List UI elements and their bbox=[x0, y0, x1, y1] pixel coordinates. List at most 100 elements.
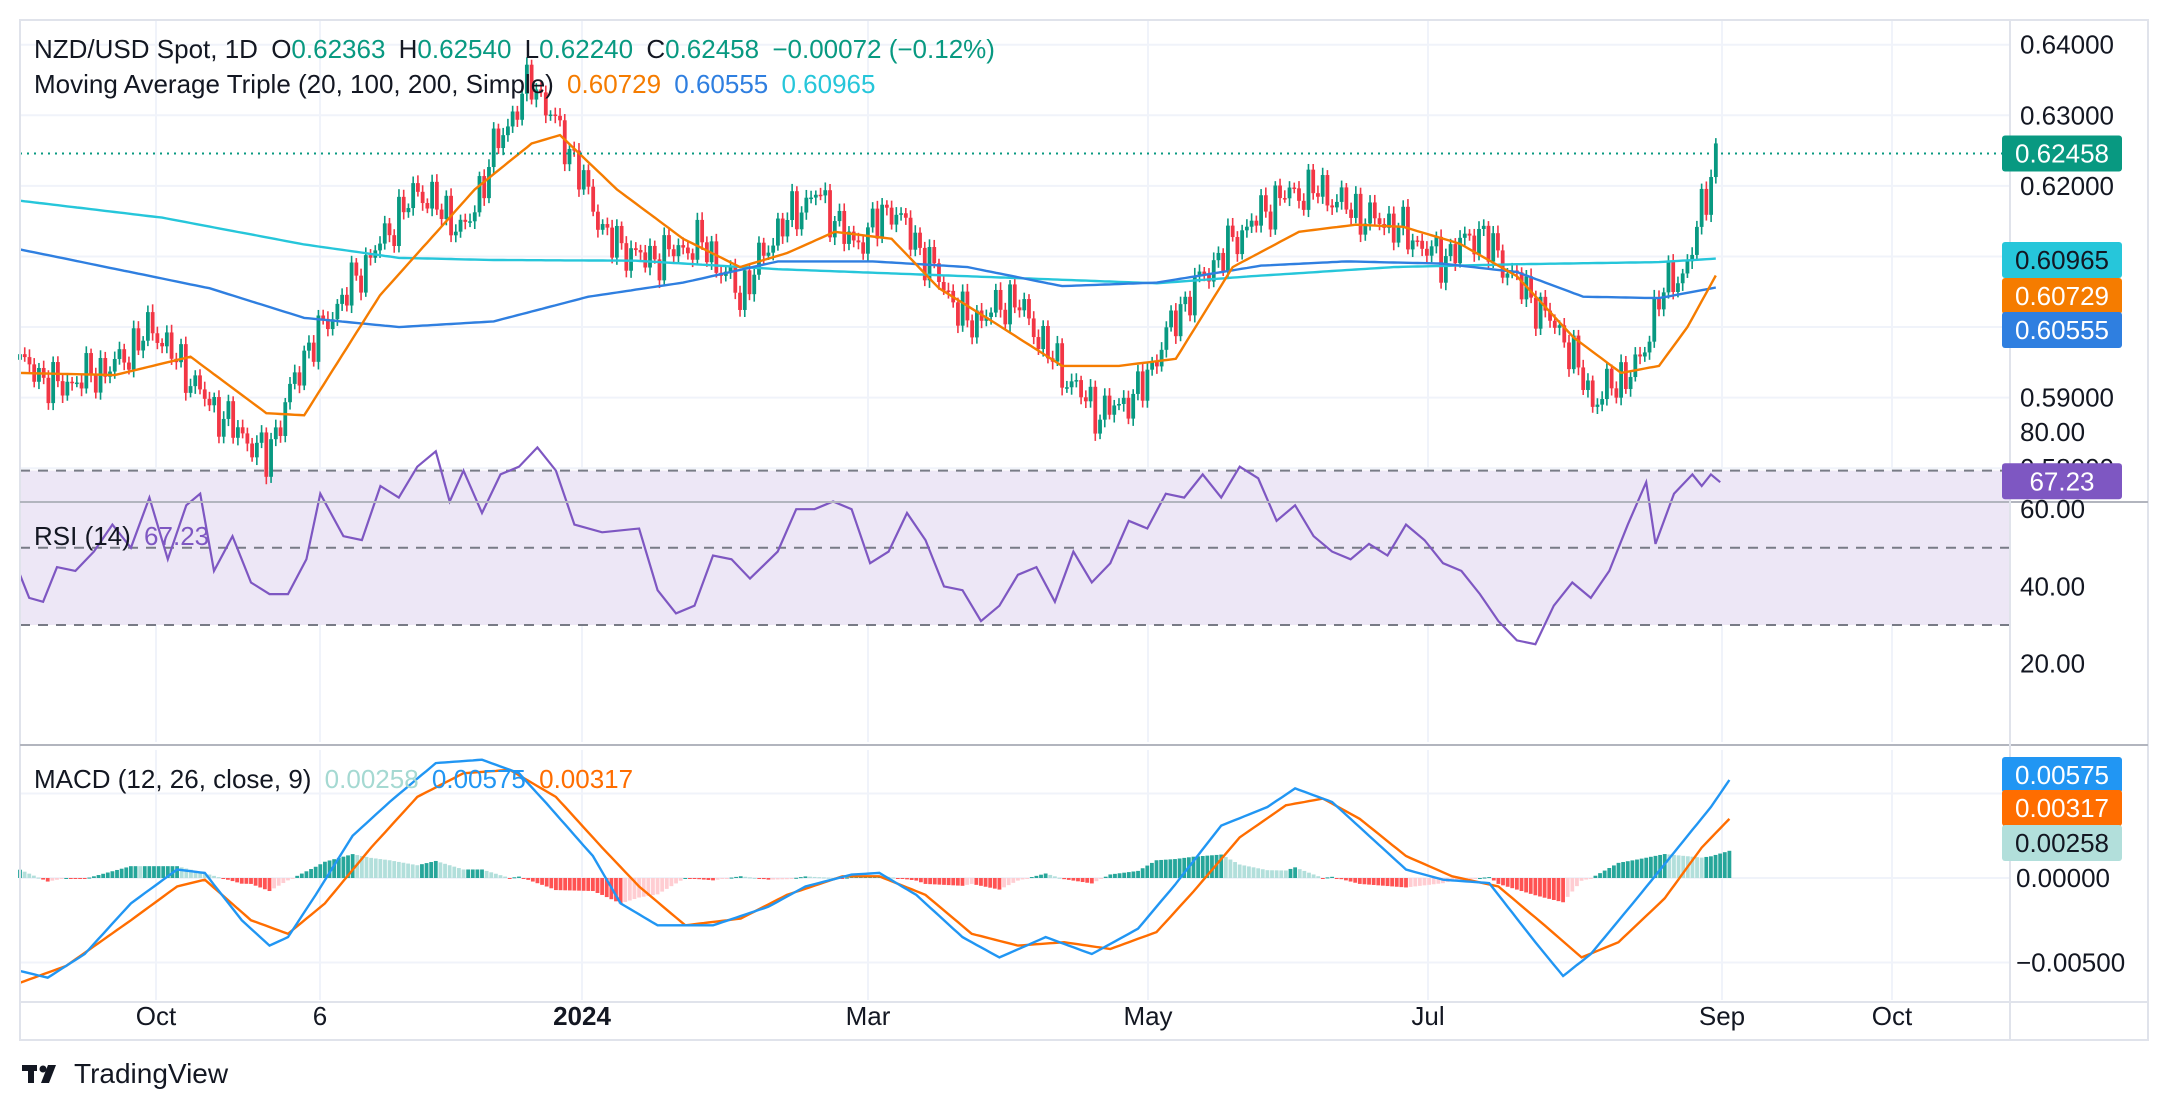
macd-hist-bar bbox=[775, 878, 780, 880]
macd-hist-bar bbox=[336, 857, 341, 878]
macd-hist-bar bbox=[1390, 878, 1395, 887]
macd-hist-bar bbox=[937, 878, 942, 885]
macd-hist-bar bbox=[262, 878, 267, 890]
macd-hist-bar bbox=[286, 878, 290, 881]
macd-hist-bar bbox=[928, 878, 933, 885]
candle-body-down bbox=[207, 398, 212, 406]
macd-hist-bar bbox=[1510, 878, 1515, 889]
macd-hist-bar bbox=[1136, 870, 1140, 878]
macd-legend-title[interactable]: MACD (12, 26, close, 9) bbox=[34, 764, 312, 794]
candle-body-up bbox=[179, 344, 183, 363]
candle-body-up bbox=[468, 221, 472, 223]
macd-hist-bar bbox=[526, 878, 531, 880]
macd-hist-bar bbox=[1404, 878, 1408, 888]
macd-hist-bar bbox=[729, 877, 734, 879]
macd-hist-bar bbox=[1616, 862, 1621, 878]
ma-legend-title[interactable]: Moving Average Triple (20, 100, 200, Sim… bbox=[34, 69, 554, 99]
macd-hist-bar bbox=[1639, 858, 1644, 878]
macd-hist-bar bbox=[651, 878, 655, 896]
macd-hist-bar bbox=[212, 875, 216, 878]
macd-hist-bar bbox=[350, 854, 355, 878]
candle-body-down bbox=[1325, 175, 1330, 206]
macd-hist-bar bbox=[1496, 878, 1501, 884]
macd-hist-bar bbox=[1029, 877, 1034, 879]
candle-body-down bbox=[1533, 297, 1538, 329]
macd-hist-bar bbox=[1524, 878, 1529, 893]
candle-body-down bbox=[1126, 397, 1131, 419]
candle-body-up bbox=[742, 270, 747, 310]
symbol-title[interactable]: NZD/USD Spot, 1D bbox=[34, 34, 258, 64]
macd-hist-bar bbox=[1177, 858, 1182, 878]
time-tick-label: Sep bbox=[1699, 1001, 1745, 1031]
price-tick-label: 0.59000 bbox=[2020, 383, 2114, 413]
candle-body-down bbox=[1358, 193, 1363, 235]
badge-hist-bg bbox=[2002, 825, 2122, 861]
candle-body-down bbox=[918, 232, 922, 248]
candle-body-down bbox=[245, 433, 250, 444]
candle-body-down bbox=[1439, 236, 1443, 283]
candle-body-down bbox=[401, 196, 406, 213]
macd-hist-bar bbox=[535, 878, 540, 884]
candle-body-down bbox=[1282, 198, 1287, 200]
candle-body-up bbox=[397, 196, 401, 247]
macd-hist-bar bbox=[189, 869, 193, 878]
macd-hist-bar bbox=[1011, 878, 1016, 883]
macd-hist-bar bbox=[983, 878, 988, 887]
macd-hist-bar bbox=[392, 861, 397, 878]
candle-body-down bbox=[1671, 261, 1676, 292]
macd-hist-bar bbox=[1126, 872, 1131, 878]
candle-body-up bbox=[307, 342, 311, 351]
candle-body-up bbox=[1136, 371, 1140, 394]
time-tick-label: May bbox=[1123, 1001, 1172, 1031]
macd-hist-bar bbox=[489, 872, 494, 878]
close-value: 0.62458 bbox=[665, 34, 760, 64]
macd-hist-bar bbox=[1376, 878, 1381, 886]
macd-hist-bar bbox=[581, 878, 586, 891]
candle-body-up bbox=[1448, 244, 1453, 257]
candle-body-down bbox=[354, 262, 359, 276]
candle-body-up bbox=[335, 303, 340, 320]
macd-hist-bar bbox=[1163, 859, 1168, 878]
macd-hist-bar bbox=[73, 878, 78, 879]
macd-hist-bar bbox=[1556, 878, 1561, 902]
candle-body-down bbox=[539, 89, 543, 93]
macd-hist-bar bbox=[646, 878, 651, 896]
macd-hist-bar bbox=[1653, 855, 1658, 878]
macd-hist-bar bbox=[457, 868, 461, 878]
macd-hist-bar bbox=[438, 862, 443, 878]
macd-hist-bar bbox=[992, 878, 997, 889]
candle-body-down bbox=[884, 204, 889, 208]
candle-body-down bbox=[704, 242, 709, 263]
macd-hist-bar bbox=[1311, 874, 1316, 878]
candle-body-up bbox=[695, 219, 700, 260]
candle-body-up bbox=[1642, 352, 1647, 357]
macd-hist-bar bbox=[821, 877, 826, 879]
macd-hist-bar bbox=[1122, 872, 1127, 878]
badge-ma200-text: 0.60965 bbox=[2015, 245, 2109, 275]
macd-hist-bar bbox=[1676, 855, 1681, 878]
macd-hist-bar bbox=[951, 878, 956, 886]
candle-body-up bbox=[1368, 202, 1372, 224]
rsi-legend-title[interactable]: RSI (14) bbox=[34, 521, 131, 551]
macd-hist-bar bbox=[817, 877, 822, 879]
candle-body-down bbox=[577, 150, 581, 190]
macd-hist-bar bbox=[115, 869, 119, 878]
candle-body-up bbox=[1491, 233, 1496, 262]
candle-body-down bbox=[1576, 335, 1581, 368]
candle-body-down bbox=[425, 203, 430, 209]
macd-hist-bar bbox=[1630, 860, 1635, 878]
macd-hist-bar bbox=[1039, 874, 1043, 878]
candle-body-up bbox=[629, 248, 633, 271]
candle-body-up bbox=[913, 232, 918, 250]
macd-hist-bar bbox=[1219, 854, 1224, 878]
candle-body-up bbox=[1098, 419, 1102, 434]
candle-body-up bbox=[302, 350, 307, 386]
candle-body-up bbox=[1652, 297, 1657, 342]
tradingview-brand[interactable]: TradingView bbox=[22, 1058, 228, 1090]
macd-hist-bar bbox=[1307, 872, 1311, 878]
candle-body-down bbox=[1230, 225, 1235, 238]
candle-body-up bbox=[112, 358, 117, 372]
macd-hist-bar bbox=[152, 866, 156, 878]
macd-hist-bar bbox=[1422, 878, 1427, 886]
